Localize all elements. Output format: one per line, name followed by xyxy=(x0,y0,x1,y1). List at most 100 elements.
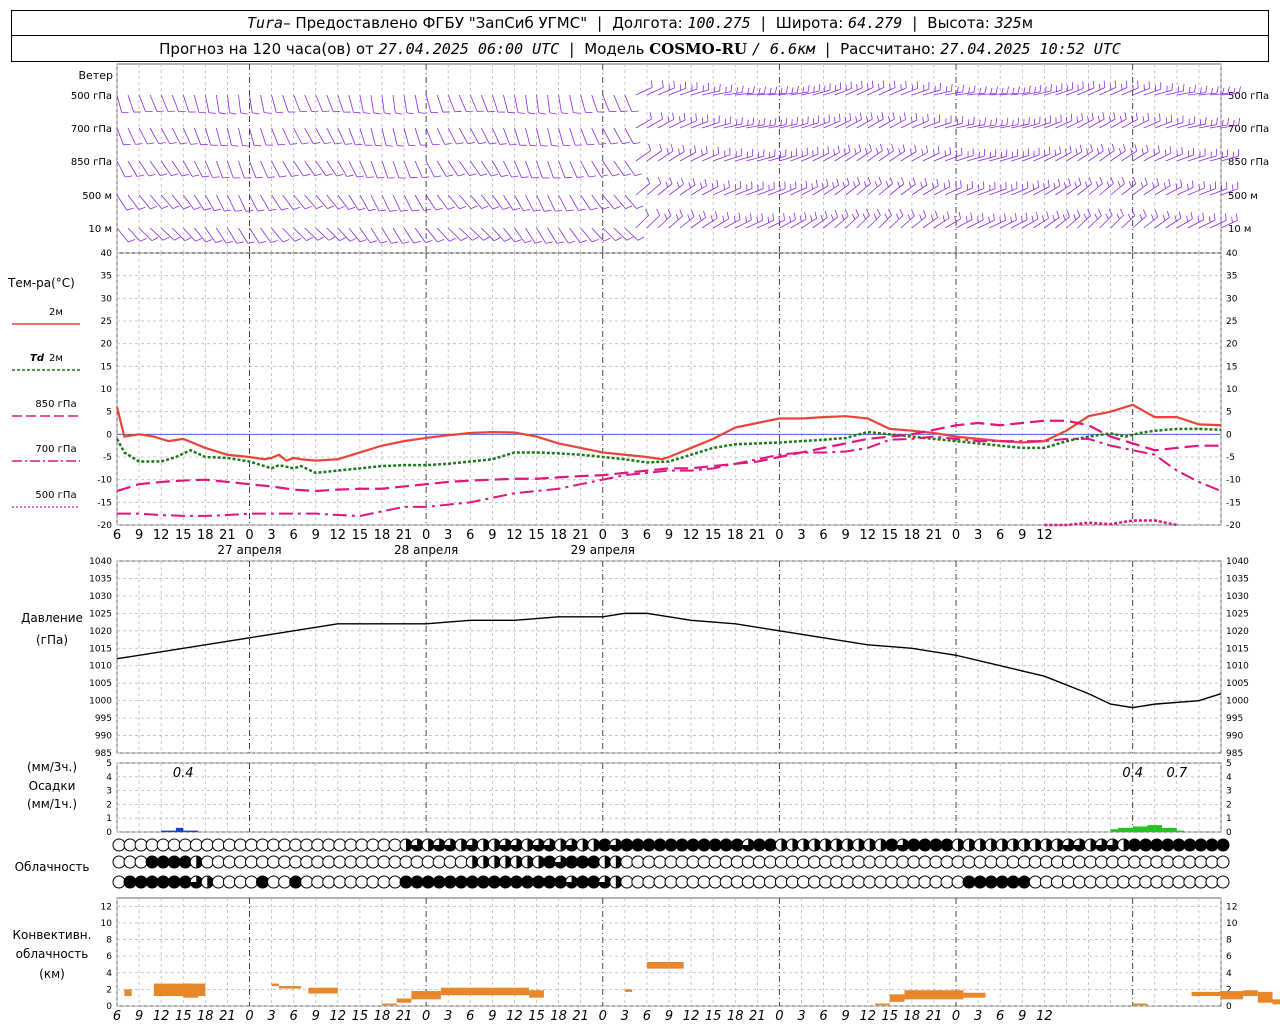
wind-barb xyxy=(701,217,718,229)
wind-barb xyxy=(978,155,996,162)
cloud-cover-symbol xyxy=(344,875,358,889)
wind-barb xyxy=(536,160,543,179)
wind-barb xyxy=(293,94,301,112)
wind-barb xyxy=(845,150,861,162)
wind-barb-feather xyxy=(999,216,1001,223)
wind-barb xyxy=(238,227,249,244)
bottom-time-tick-label: 18 xyxy=(550,1009,567,1024)
wind-barb xyxy=(116,160,126,178)
wind-barb xyxy=(580,194,591,211)
wind-barb xyxy=(1209,92,1228,96)
cloud-cover-symbol xyxy=(752,838,766,852)
wind-barb-feather xyxy=(363,112,371,114)
wind-barb xyxy=(635,87,653,96)
wind-barb xyxy=(701,153,719,162)
cloud-cover-symbol xyxy=(355,838,369,852)
wind-barb-feather xyxy=(849,113,852,121)
cloud-cover-symbol xyxy=(311,875,325,889)
wind-barb-feather xyxy=(673,80,675,88)
wind-barb-feather xyxy=(229,112,237,115)
lon-label: Долгота: xyxy=(612,14,683,32)
wind-barb-feather xyxy=(973,85,976,93)
cloud-cover-symbol xyxy=(1216,855,1230,869)
cloud-cover-symbol xyxy=(1128,855,1142,869)
wind-barb-feather xyxy=(915,113,918,121)
cloud-cover-symbol xyxy=(1106,875,1120,889)
wind-barb-feather xyxy=(1032,183,1035,190)
wind-barb-feather xyxy=(1095,181,1099,188)
wind-barb xyxy=(514,160,522,178)
cloud-cover-symbol xyxy=(520,875,534,889)
conv-bar xyxy=(124,989,132,997)
wind-barb-feather xyxy=(871,80,874,88)
wind-barb-feather xyxy=(752,117,755,125)
wind-barb-feather xyxy=(1233,87,1236,94)
bottom-time-tick-label: 18 xyxy=(727,1009,744,1024)
wind-barb xyxy=(469,194,483,209)
wind-barb-feather xyxy=(930,214,934,221)
wind-barb-feather xyxy=(679,209,683,217)
wind-barb-feather xyxy=(180,142,188,145)
wind-barb-feather xyxy=(1078,177,1082,185)
temp-tick-label-right: -10 xyxy=(1226,476,1241,486)
wind-barb xyxy=(458,94,467,112)
wind-barb-feather xyxy=(889,83,891,90)
cloud-cover-symbol xyxy=(785,875,799,889)
wind-barb xyxy=(1066,215,1081,229)
wind-barb-feather xyxy=(942,215,945,222)
bottom-time-tick-label: 0 xyxy=(775,1009,783,1024)
wind-barb-feather xyxy=(193,206,201,210)
cloud-half xyxy=(781,839,788,851)
wind-barb-feather xyxy=(1109,83,1112,90)
cloud-cover-symbol xyxy=(796,855,810,869)
wind-barb xyxy=(911,151,928,162)
wind-barb xyxy=(1022,91,1041,96)
wind-barb-feather xyxy=(504,238,511,242)
wind-barb xyxy=(889,119,906,129)
bottom-time-tick-label: 18 xyxy=(904,1009,921,1024)
wind-barb-feather xyxy=(1047,179,1050,187)
wind-barb-feather xyxy=(513,207,520,211)
wind-barb xyxy=(1088,118,1105,129)
wind-barb-feather xyxy=(837,145,840,153)
wind-barb xyxy=(238,127,243,146)
wind-barb xyxy=(149,227,164,241)
wind-barb xyxy=(613,160,625,176)
cloud-cover-symbol xyxy=(1194,838,1208,852)
bottom-time-tick-label: 6 xyxy=(996,1009,1004,1024)
bottom-time-tick-label: 3 xyxy=(267,1009,275,1024)
cloud-cover-symbol xyxy=(300,855,314,869)
bottom-time-tick-label: 12 xyxy=(683,1009,700,1024)
cloud-cover-symbol xyxy=(708,855,722,869)
cloud-half xyxy=(527,839,534,851)
cloud-cover-symbol xyxy=(244,838,258,852)
wind-barb-feather xyxy=(1190,212,1193,220)
cloud-half xyxy=(880,839,887,851)
wind-barb xyxy=(735,124,753,129)
cloud-cover-symbol xyxy=(543,875,557,889)
wind-barb-feather xyxy=(1139,214,1143,220)
cloud-cover-symbol xyxy=(576,855,590,869)
wind-barb xyxy=(1187,92,1206,96)
calc-time: 27.04.2025 10:52 UTC xyxy=(940,39,1121,58)
wind-barb-feather xyxy=(855,116,858,123)
cloud-cover-symbol xyxy=(1216,875,1230,889)
cloud-cover-symbol xyxy=(156,875,170,889)
wind-barb-feather xyxy=(1102,112,1105,120)
wind-barb-feather xyxy=(920,182,923,189)
wind-barb xyxy=(315,160,327,177)
wind-barb xyxy=(469,160,481,177)
cloud-cover-symbol xyxy=(421,855,435,869)
wind-barb xyxy=(315,94,324,112)
wind-barb-feather xyxy=(1088,84,1090,91)
wind-barb-feather xyxy=(822,149,825,156)
wind-barb-feather xyxy=(1154,210,1159,217)
wind-barb-feather xyxy=(491,173,499,177)
cloud-cover-symbol xyxy=(951,875,965,889)
cloud-cover-symbol xyxy=(642,875,656,889)
wind-barb xyxy=(127,94,135,113)
wind-barb-feather xyxy=(1034,86,1036,93)
wind-barb-feather xyxy=(867,176,871,184)
wind-barb xyxy=(1066,119,1083,129)
bottom-time-tick-label: 9 xyxy=(135,1009,143,1024)
